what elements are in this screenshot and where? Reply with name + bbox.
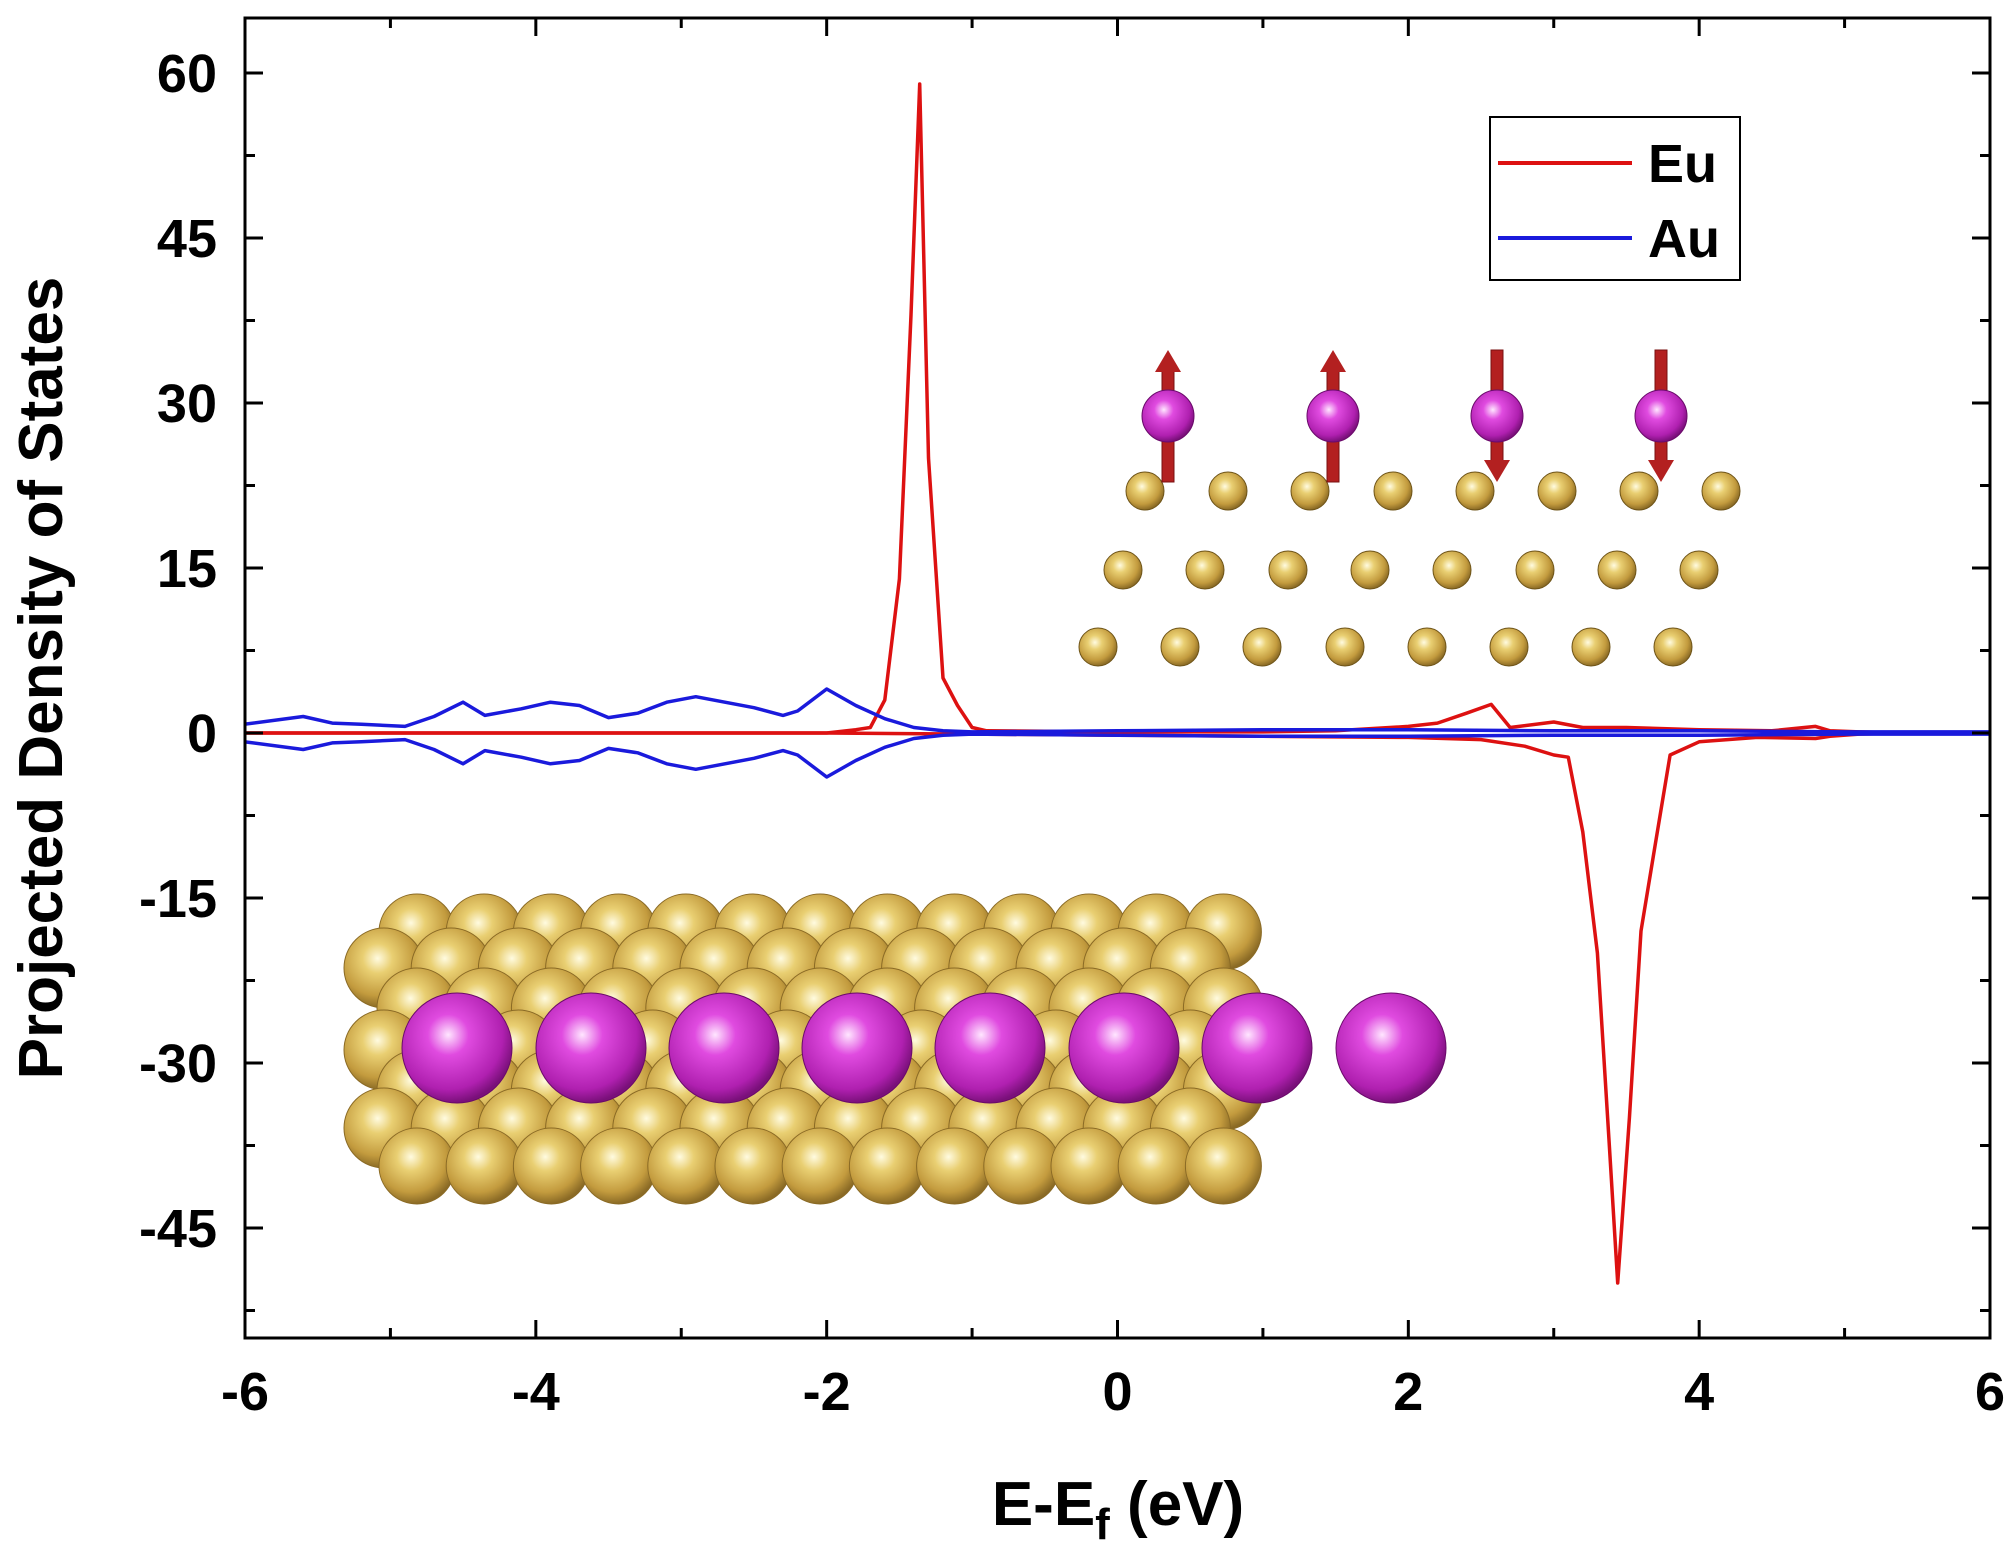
x-tick-label: -6 — [221, 1362, 269, 1422]
legend: Eu Au — [1489, 116, 1741, 281]
x-tick-label: 4 — [1684, 1362, 1714, 1422]
au-atom — [378, 1127, 456, 1205]
au-atom — [1103, 550, 1143, 590]
x-axis-label: E-Ef (eV) — [992, 1470, 1244, 1545]
eu-atom — [401, 992, 513, 1104]
au-atom — [1679, 550, 1719, 590]
au-atom — [1350, 550, 1390, 590]
au-atom — [1050, 1127, 1128, 1205]
inset-surface-top-view — [343, 893, 1447, 1205]
au-atom — [916, 1127, 994, 1205]
x-tick-label: 0 — [1102, 1362, 1132, 1422]
au-atom — [1268, 550, 1308, 590]
au-atom — [781, 1127, 859, 1205]
eu-atom — [1634, 389, 1688, 443]
x-tick-label: 2 — [1393, 1362, 1423, 1422]
y-tick-label: 30 — [157, 374, 217, 434]
au-atom — [1325, 627, 1365, 667]
x-tick-label: -4 — [512, 1362, 560, 1422]
eu-atom — [1335, 992, 1447, 1104]
inset-spin-side-view — [1078, 349, 1741, 667]
au-atom — [445, 1127, 523, 1205]
au-atom — [1242, 627, 1282, 667]
eu-atom — [1470, 389, 1524, 443]
y-axis-label: Projected Density of States — [7, 277, 76, 1080]
au-atom — [1078, 627, 1118, 667]
au-atom — [1653, 627, 1693, 667]
y-tick-label: -15 — [139, 869, 217, 929]
au-atom — [1489, 627, 1529, 667]
au-atom — [1208, 471, 1248, 511]
au-atom — [1373, 471, 1413, 511]
au-atom — [1455, 471, 1495, 511]
legend-label-eu: Eu — [1648, 134, 1717, 194]
series-layer — [245, 82, 1990, 1285]
ticks-layer — [243, 18, 1992, 1338]
series-line-au-down — [245, 732, 1990, 779]
au-atom — [1432, 550, 1472, 590]
au-atom — [714, 1127, 792, 1205]
eu-atom — [1141, 389, 1195, 443]
eu-atom — [668, 992, 780, 1104]
eu-atom — [1068, 992, 1180, 1104]
y-tick-label: 45 — [157, 209, 217, 269]
x-tick-label: 6 — [1975, 1362, 2005, 1422]
au-atom — [1117, 1127, 1195, 1205]
legend-label-au: Au — [1648, 209, 1720, 269]
eu-atom — [801, 992, 913, 1104]
au-atom — [1515, 550, 1555, 590]
x-tick-labels: -6 -4 -2 0 2 4 6 — [221, 1362, 2005, 1422]
series-line-au-up — [245, 687, 1990, 734]
y-tick-labels: -45 -30 -15 0 15 30 45 60 — [139, 44, 217, 1259]
eu-atom — [1201, 992, 1313, 1104]
au-atom — [1571, 627, 1611, 667]
eu-atom — [1306, 389, 1360, 443]
y-tick-label: 0 — [187, 704, 217, 764]
eu-atom — [535, 992, 647, 1104]
au-atom — [983, 1127, 1061, 1205]
x-axis-label-unit: (eV) — [1110, 1470, 1244, 1539]
x-axis-label-sub: f — [1095, 1500, 1110, 1545]
au-atom — [1619, 471, 1659, 511]
au-atom — [512, 1127, 590, 1205]
au-atom — [647, 1127, 725, 1205]
x-axis-label-main: E-E — [992, 1470, 1095, 1539]
x-tick-label: -2 — [803, 1362, 851, 1422]
legend-box — [1489, 116, 1741, 281]
au-atom — [1125, 471, 1165, 511]
eu-atom — [934, 992, 1046, 1104]
au-atom — [1701, 471, 1741, 511]
au-atom — [848, 1127, 926, 1205]
au-atom — [580, 1127, 658, 1205]
au-atom — [1160, 627, 1200, 667]
y-tick-label: 60 — [157, 44, 217, 104]
y-tick-label: 15 — [157, 539, 217, 599]
au-atom — [1597, 550, 1637, 590]
au-atom — [1407, 627, 1447, 667]
au-atom — [1185, 550, 1225, 590]
au-atom — [1184, 1127, 1262, 1205]
au-atom — [1537, 471, 1577, 511]
y-tick-label: -30 — [139, 1034, 217, 1094]
y-tick-label: -45 — [139, 1199, 217, 1259]
au-atom — [1290, 471, 1330, 511]
